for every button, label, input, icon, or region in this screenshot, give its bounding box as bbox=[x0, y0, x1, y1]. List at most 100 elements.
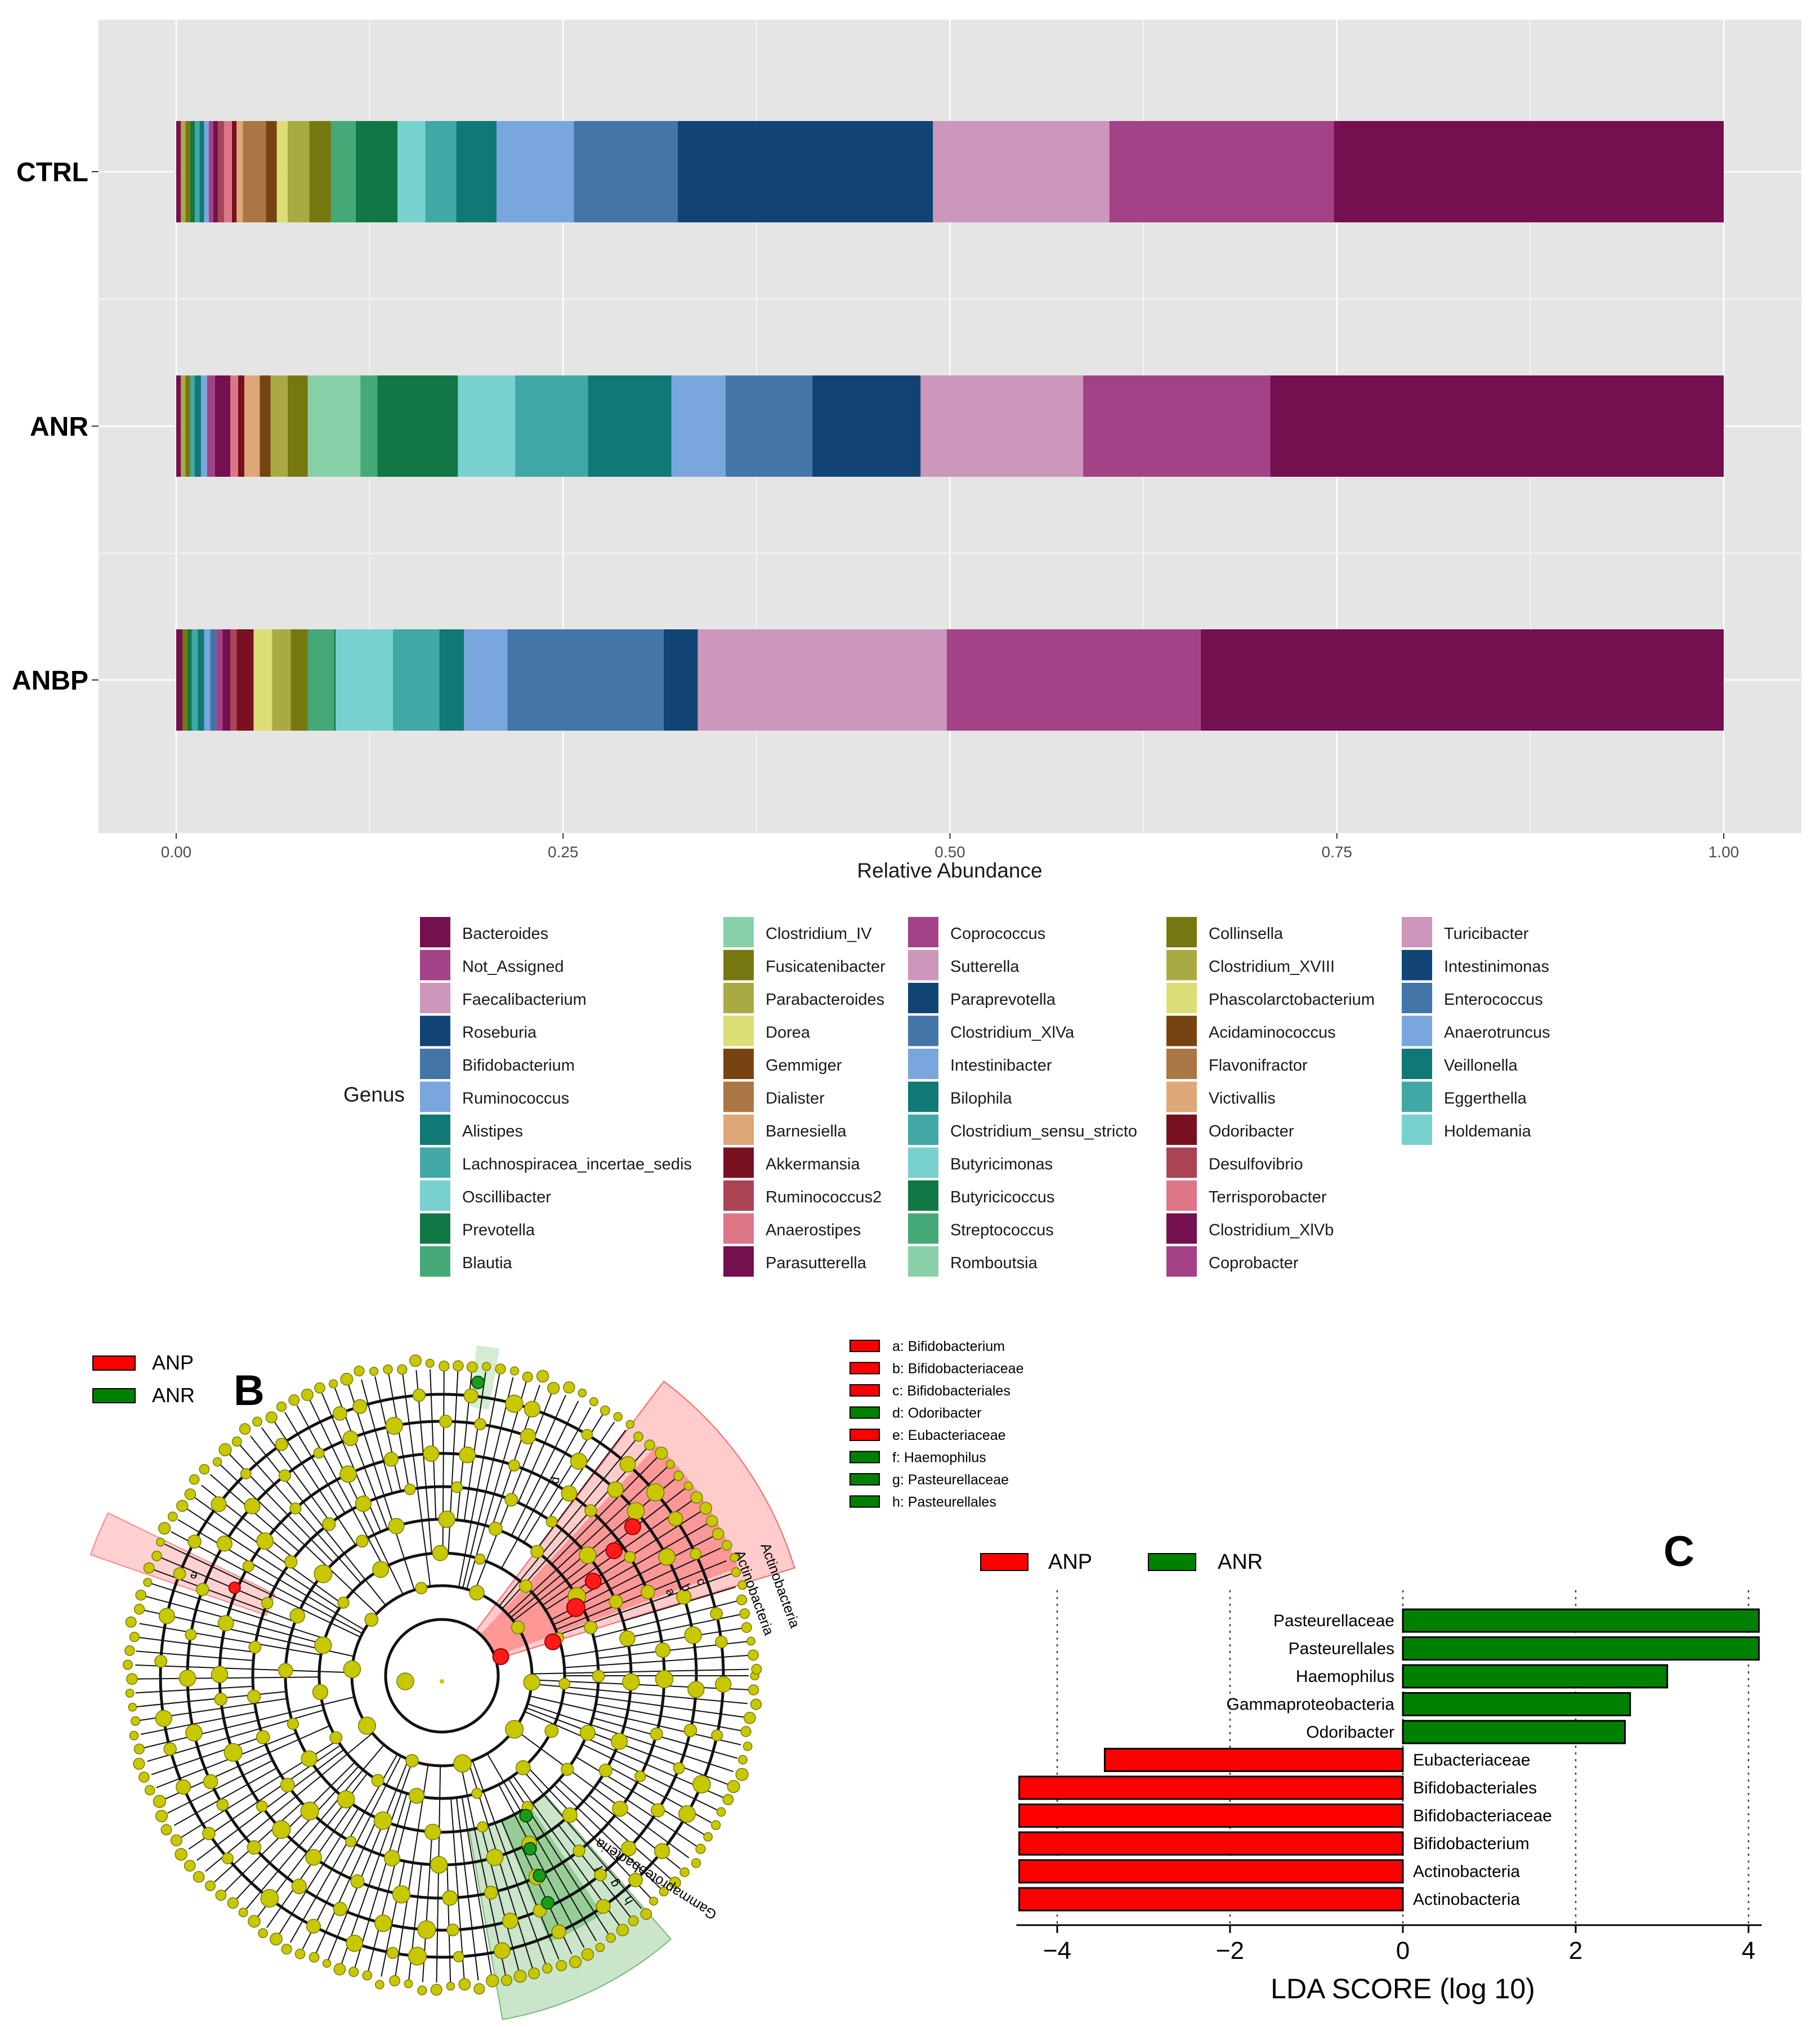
bar-segment-anr-clostridium_sensu_stricto bbox=[190, 375, 195, 477]
clade-node bbox=[619, 1630, 636, 1646]
bar-segment-ctrl-clostridium_xlvb bbox=[176, 121, 181, 222]
clade-node bbox=[471, 1788, 482, 1799]
branch bbox=[529, 1695, 741, 1746]
clade-node bbox=[163, 1742, 177, 1756]
leaf-node bbox=[425, 1358, 435, 1368]
lda-bar-bifidobacteriaceae bbox=[1018, 1804, 1404, 1828]
legend-label: Oscillibacter bbox=[462, 1188, 551, 1206]
clade-node bbox=[339, 1465, 357, 1483]
leaf-node bbox=[750, 1698, 762, 1710]
clade-node bbox=[570, 1452, 588, 1470]
stacked-bars bbox=[176, 121, 1724, 731]
clade-node bbox=[355, 1534, 369, 1548]
bar-segment-anr-clostridium_xlvb bbox=[176, 375, 181, 477]
legend-swatch bbox=[420, 917, 450, 947]
clade-node bbox=[178, 1670, 196, 1687]
bar-segment-anr-akkermansia bbox=[238, 375, 244, 477]
branch bbox=[563, 1627, 745, 1657]
branch bbox=[531, 1668, 749, 1675]
branch bbox=[450, 1798, 465, 1982]
lda-bar-actinobacteria bbox=[1018, 1887, 1404, 1912]
clade-node bbox=[655, 1643, 671, 1658]
legend-label: Phascolarctobacterium bbox=[1209, 991, 1375, 1009]
branch bbox=[521, 1768, 642, 1909]
legend-swatch bbox=[420, 1081, 450, 1112]
bar-segment-anbp-roseburia bbox=[663, 629, 698, 731]
highlighted-node-anp bbox=[584, 1573, 602, 1590]
branch bbox=[498, 1438, 637, 1607]
bar-segment-anbp-blautia bbox=[307, 629, 334, 731]
branch bbox=[177, 1519, 365, 1631]
clade-node bbox=[223, 1743, 243, 1762]
leaf-node bbox=[453, 1360, 464, 1372]
leaf-node bbox=[124, 1645, 135, 1656]
clade-node bbox=[561, 1485, 578, 1502]
clade-node bbox=[322, 1517, 336, 1531]
clade-node bbox=[530, 1545, 544, 1559]
legend-label: Faecalibacterium bbox=[462, 991, 587, 1009]
branch bbox=[463, 1372, 486, 1521]
clade-node bbox=[337, 1790, 355, 1809]
leaf-node bbox=[606, 1932, 616, 1943]
highlighted-node-anp bbox=[566, 1598, 585, 1617]
branch bbox=[308, 1399, 404, 1595]
leaf-node bbox=[581, 1948, 594, 1961]
leaf-node bbox=[473, 1983, 485, 1995]
clade-node bbox=[551, 1924, 566, 1939]
clade-node bbox=[655, 1670, 674, 1689]
clade-node bbox=[484, 1886, 498, 1900]
bar-segment-ctrl-anaerostipes bbox=[224, 121, 232, 222]
leaf-node bbox=[184, 1488, 196, 1500]
legend-label: Desulfovibrio bbox=[1209, 1156, 1303, 1174]
legend-swatch bbox=[723, 950, 754, 981]
clade-node bbox=[291, 1878, 307, 1895]
lda-tick-label: −4 bbox=[1043, 1937, 1071, 1965]
branch bbox=[582, 1743, 718, 1811]
bar-segment-anbp-akkermansia bbox=[236, 629, 254, 731]
highlighted-node-anp bbox=[544, 1633, 561, 1650]
key-swatch bbox=[849, 1451, 880, 1464]
leaf-node bbox=[644, 1439, 655, 1451]
clade-node bbox=[300, 1801, 319, 1821]
bar-segment-anr-bacteroides bbox=[1270, 375, 1724, 477]
leaf-node bbox=[683, 1481, 693, 1491]
clade-node bbox=[627, 1502, 645, 1520]
highlighted-node-anr bbox=[541, 1896, 555, 1910]
branch bbox=[239, 1444, 362, 1584]
leaf-node bbox=[556, 1959, 567, 1971]
leaf-node bbox=[231, 1436, 242, 1447]
key-label: c: Bifidobacteriales bbox=[892, 1383, 1010, 1399]
bar-segment-anr-clostridium_xviii bbox=[181, 375, 186, 477]
bar-segment-anr-bilophila bbox=[194, 375, 201, 477]
branch bbox=[507, 1466, 668, 1616]
leaf-node bbox=[167, 1511, 178, 1522]
lda-tick-label: 0 bbox=[1396, 1937, 1410, 1965]
legend-label: Butyricimonas bbox=[950, 1156, 1053, 1174]
leaf-node bbox=[138, 1771, 150, 1783]
lda-bar-pasteurellaceae bbox=[1402, 1608, 1760, 1633]
leaf-node bbox=[269, 1932, 283, 1946]
legend-label: Intestinimonas bbox=[1444, 958, 1549, 976]
legend-label: Fusicatenibacter bbox=[766, 958, 886, 976]
bar-segment-anbp-clostridium_xlva bbox=[210, 629, 217, 731]
leaf-node bbox=[125, 1689, 135, 1698]
leaf-node bbox=[130, 1716, 141, 1726]
legend-label: Barnesiella bbox=[766, 1122, 847, 1140]
clade-node bbox=[345, 1836, 357, 1847]
clade-node bbox=[342, 1430, 359, 1447]
clade-node bbox=[684, 1626, 702, 1644]
clade-node bbox=[256, 1532, 274, 1550]
leaf-node bbox=[417, 1985, 427, 1995]
bar-segment-anbp-clostridium_sensu_stricto bbox=[191, 629, 198, 731]
leaf-node bbox=[193, 1871, 205, 1883]
clade-node bbox=[459, 1446, 476, 1464]
legend-label: Intestinibacter bbox=[950, 1057, 1052, 1075]
leaf-node bbox=[288, 1394, 300, 1406]
bar-segment-ctrl-butyricicoccus bbox=[190, 121, 195, 222]
legend-swatch bbox=[1166, 950, 1197, 981]
bar-segment-ctrl-dialister bbox=[243, 121, 266, 222]
clade-node bbox=[505, 1720, 524, 1739]
leaf-node bbox=[536, 1370, 549, 1383]
cladogram-ring bbox=[384, 1618, 500, 1734]
bar-segment-ctrl-fusicatenibacter bbox=[309, 121, 331, 222]
